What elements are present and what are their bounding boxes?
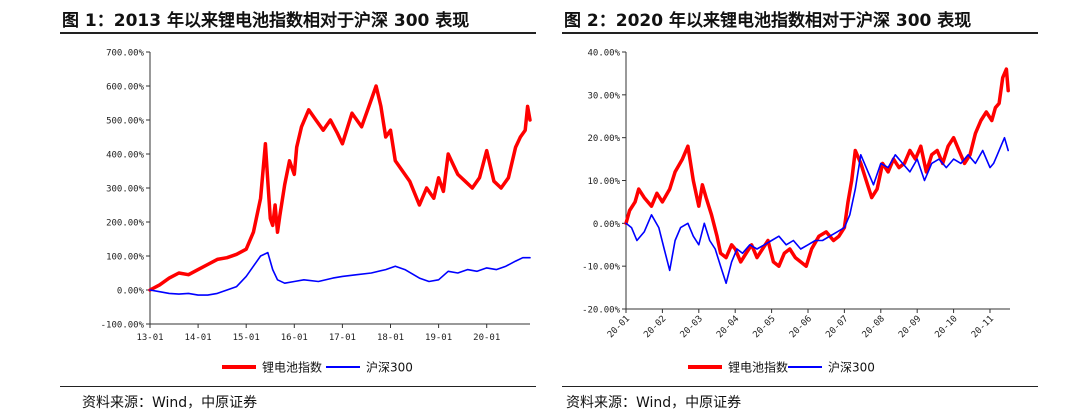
- x-tick-label: 13-01: [136, 333, 163, 343]
- y-tick-label: 400.00%: [106, 151, 145, 161]
- chart-title: 图 2：2020 年以来锂电池指数相对于沪深 300 表现: [564, 11, 972, 31]
- x-tick-label: 19-01: [425, 333, 452, 343]
- x-tick-label: 18-01: [377, 333, 404, 343]
- y-tick-label: -20.00%: [582, 306, 621, 316]
- footer-rule: [562, 386, 1038, 387]
- series-line-1: [148, 84, 532, 292]
- chart-panel-2: 图 2：2020 年以来锂电池指数相对于沪深 300 表现 -20.00% -10…: [548, 0, 1080, 418]
- source-note: 资料来源：Wind，中原证券: [82, 395, 258, 411]
- title-rule: [562, 32, 1038, 34]
- y-tick-label: 10.00%: [587, 177, 620, 187]
- x-tick-label: 20-01: [473, 333, 500, 343]
- y-tick-label: 200.00%: [106, 219, 145, 229]
- x-tick-label: 17-01: [329, 333, 356, 343]
- y-tick-label: 30.00%: [587, 91, 620, 101]
- x-tick-label: 20-02: [642, 314, 668, 340]
- y-tick-label: 500.00%: [106, 117, 145, 127]
- footer-rule: [60, 386, 536, 387]
- y-tick-label: 300.00%: [106, 185, 145, 195]
- x-tick-label: 20-08: [861, 314, 887, 340]
- x-tick-label: 14-01: [185, 333, 212, 343]
- chart-2-plot: -20.00% -10.00% 0.00% 10.00% 20.00% 30.00% 40.…: [582, 49, 1010, 375]
- y-tick-label: 0.00%: [593, 220, 621, 230]
- x-tick-label: 20-03: [679, 314, 705, 340]
- legend-label-1: 锂电池指数: [262, 360, 322, 375]
- chart-title: 图 1：2013 年以来锂电池指数相对于沪深 300 表现: [62, 11, 470, 31]
- chart-panel-1: 图 1：2013 年以来锂电池指数相对于沪深 300 表现 -100.00% 0.…: [0, 0, 536, 418]
- x-tick-label: 16-01: [281, 333, 308, 343]
- chart-1-plot: -100.00% 0.00% 100.00% 200.00% 300.00% 400.00…: [101, 49, 532, 375]
- y-tick-label: 20.00%: [587, 134, 620, 144]
- legend-label-2: 沪深300: [828, 361, 875, 375]
- series-line-1: [624, 67, 1010, 268]
- x-tick-label: 15-01: [233, 333, 260, 343]
- x-tick-label: 20-07: [824, 314, 850, 340]
- title-rule: [60, 32, 536, 34]
- y-tick-label: 600.00%: [106, 83, 145, 93]
- x-tick-label: 20-06: [788, 314, 814, 340]
- y-tick-label: 0.00%: [117, 287, 145, 297]
- x-tick-label: 20-04: [715, 314, 741, 340]
- x-tick-label: 20-11: [970, 314, 996, 340]
- y-tick-label: 100.00%: [106, 253, 145, 263]
- source-note: 资料来源：Wind，中原证券: [566, 395, 742, 411]
- y-tick-label: -10.00%: [582, 263, 621, 273]
- legend-label-2: 沪深300: [366, 361, 413, 375]
- x-tick-label: 20-01: [606, 314, 632, 340]
- y-tick-label: 700.00%: [106, 49, 145, 59]
- y-tick-label: 40.00%: [587, 49, 620, 59]
- x-tick-label: 20-05: [751, 314, 777, 340]
- x-tick-label: 20-09: [897, 314, 923, 340]
- legend-label-1: 锂电池指数: [728, 360, 788, 375]
- x-tick-label: 20-10: [933, 314, 959, 340]
- y-tick-label: -100.00%: [101, 321, 145, 331]
- series-line-2: [625, 136, 1010, 285]
- series-line-2: [149, 251, 531, 296]
